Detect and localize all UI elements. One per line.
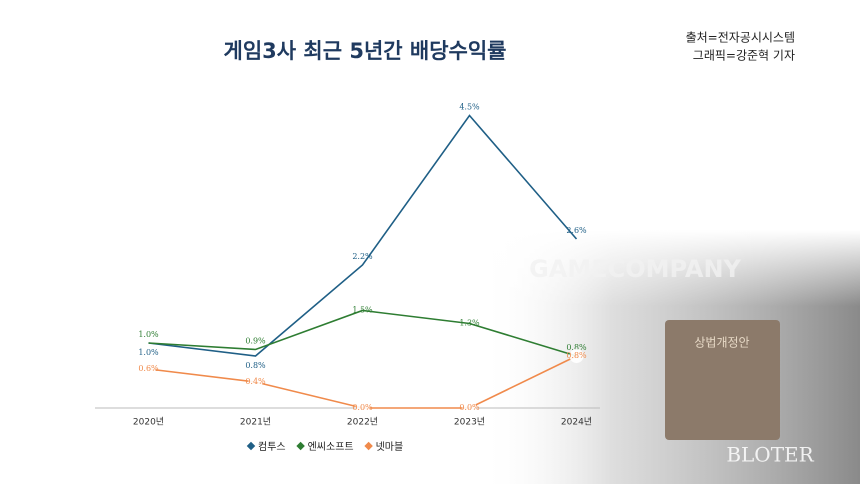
value-label: 0.0% (459, 403, 480, 412)
legend-label: 넷마블 (376, 441, 404, 453)
value-label: 0.6% (138, 364, 159, 373)
book (665, 320, 780, 440)
legend-marker (246, 441, 256, 451)
label-bg (462, 401, 477, 415)
value-label: 2.6% (566, 226, 587, 235)
value-label: 0.0% (352, 403, 373, 412)
label-bg (355, 401, 370, 415)
value-label: 2.2% (352, 252, 373, 261)
book-title: 상법개정안 (694, 336, 749, 350)
x-tick-label: 2022년 (347, 417, 378, 428)
label-bg (569, 349, 584, 363)
value-label: 0.8% (245, 361, 266, 370)
value-label: 1.0% (138, 330, 159, 339)
x-tick-label: 2023년 (454, 417, 485, 428)
building-sign: GAMECOMPANY (529, 255, 741, 283)
watermark: BLOTER (726, 443, 814, 467)
value-label: 4.5% (459, 103, 480, 112)
line (148, 309, 577, 357)
x-tick-label: 2020년 (133, 417, 164, 428)
value-label: 0.4% (245, 377, 266, 386)
credit: 그래픽=강준혁 기자 (693, 49, 795, 63)
value-label: 0.9% (245, 337, 266, 346)
legend-marker (296, 441, 305, 451)
legend-marker (364, 441, 373, 451)
chart-title: 게임3사 최근 5년간 배당수익률 (224, 39, 507, 63)
value-label: 0.8% (566, 351, 587, 360)
label-bg (141, 362, 156, 376)
legend-label: 엔씨소프트 (308, 441, 354, 453)
value-label: 1.5% (352, 306, 373, 315)
value-label: 1.3% (459, 319, 480, 328)
x-tick-label: 2024년 (561, 417, 592, 428)
x-tick-label: 2021년 (240, 417, 271, 428)
legend-label: 컴투스 (258, 441, 286, 453)
value-label: 0.8% (566, 343, 587, 352)
value-label: 1.0% (138, 348, 159, 357)
line (148, 114, 578, 357)
label-bg (248, 375, 263, 389)
source: 출처=전자공시시스템 (686, 31, 795, 45)
